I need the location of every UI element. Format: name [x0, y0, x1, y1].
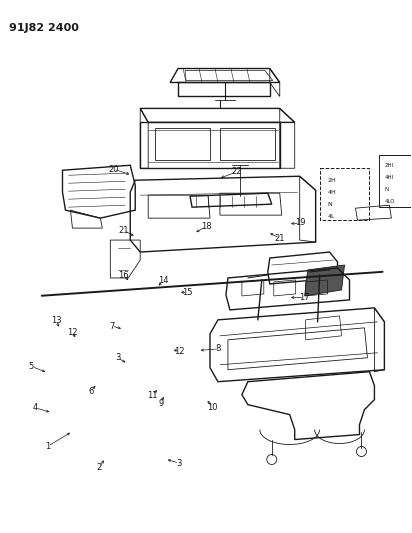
Text: 6: 6: [88, 387, 94, 396]
Text: 16: 16: [119, 271, 129, 279]
Text: 3: 3: [115, 353, 120, 362]
Text: 4HI: 4HI: [384, 175, 393, 180]
Text: 21: 21: [119, 226, 129, 235]
Text: 1: 1: [45, 442, 51, 451]
Text: 91J82 2400: 91J82 2400: [9, 22, 79, 33]
Text: 12: 12: [67, 328, 78, 337]
Text: 3: 3: [177, 459, 182, 467]
Text: 11: 11: [147, 391, 158, 400]
Text: 5: 5: [29, 362, 34, 371]
Text: 17: 17: [299, 293, 310, 302]
Text: 9: 9: [158, 399, 164, 408]
Text: 2HI: 2HI: [384, 163, 393, 168]
Text: 4: 4: [33, 403, 38, 413]
Text: 7: 7: [109, 321, 114, 330]
Text: 14: 14: [158, 276, 168, 285]
Text: 15: 15: [182, 288, 193, 297]
Text: N: N: [328, 202, 332, 207]
Bar: [379, 155, 412, 207]
Text: 4H: 4H: [328, 190, 336, 195]
Text: 13: 13: [51, 316, 61, 325]
Text: 4L: 4L: [328, 214, 335, 219]
Text: 2: 2: [97, 463, 102, 472]
Text: 20: 20: [108, 165, 119, 174]
Text: 22: 22: [232, 167, 242, 176]
Text: N: N: [384, 187, 389, 192]
Polygon shape: [304, 265, 344, 296]
Text: 8: 8: [215, 344, 221, 353]
Text: 18: 18: [201, 222, 211, 231]
Text: 2H: 2H: [328, 178, 336, 183]
Text: 19: 19: [295, 219, 306, 228]
Text: 21: 21: [275, 234, 285, 243]
Bar: [320, 168, 370, 220]
Text: 12: 12: [174, 347, 185, 356]
Text: 10: 10: [207, 403, 218, 412]
Text: 4LO: 4LO: [384, 199, 395, 204]
